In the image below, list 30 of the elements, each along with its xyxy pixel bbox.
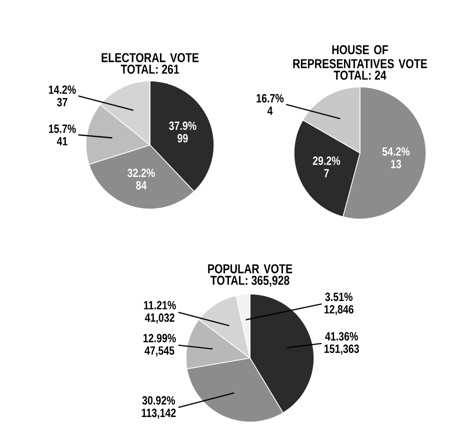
text: 15.7%: [48, 124, 76, 133]
data-label: 151,363: [324, 344, 359, 355]
data-label: 99: [178, 134, 188, 142]
text: 16.7%: [256, 94, 284, 102]
chart-subtitle: TOTAL: 261: [120, 64, 180, 74]
text: 14.2%: [48, 85, 76, 94]
data-label: 84: [136, 181, 147, 190]
data-label: 47,545: [144, 346, 174, 357]
data-label: 7: [324, 169, 329, 178]
text: 54.2%: [382, 147, 410, 156]
text: 37.9%: [169, 122, 196, 130]
chart-subtitle: TOTAL: 365,928: [210, 276, 290, 287]
chart-title: HOUSE OF REPRESENTATIVES VOTE: [293, 45, 428, 68]
text: 3.51%: [325, 292, 352, 302]
data-label: 4: [267, 106, 273, 115]
data-label: 13: [391, 160, 402, 168]
text: 41.36%: [325, 332, 358, 341]
text: 29.2%: [312, 156, 340, 165]
text: 32.2%: [128, 168, 155, 178]
data-label: 37: [56, 98, 68, 106]
chart-title: POPULAR VOTE: [208, 264, 292, 274]
text: 11.21%: [144, 300, 176, 310]
data-label: 41: [56, 137, 68, 146]
text: 12.99%: [143, 334, 176, 342]
chart-title: ELECTORAL VOTE: [102, 53, 199, 62]
data-label: 41,032: [144, 313, 174, 324]
chart-subtitle: TOTAL: 24: [334, 70, 386, 80]
text: 30.92%: [142, 396, 176, 405]
data-label: 12,846: [324, 305, 354, 316]
data-label: 113,142: [142, 408, 176, 419]
